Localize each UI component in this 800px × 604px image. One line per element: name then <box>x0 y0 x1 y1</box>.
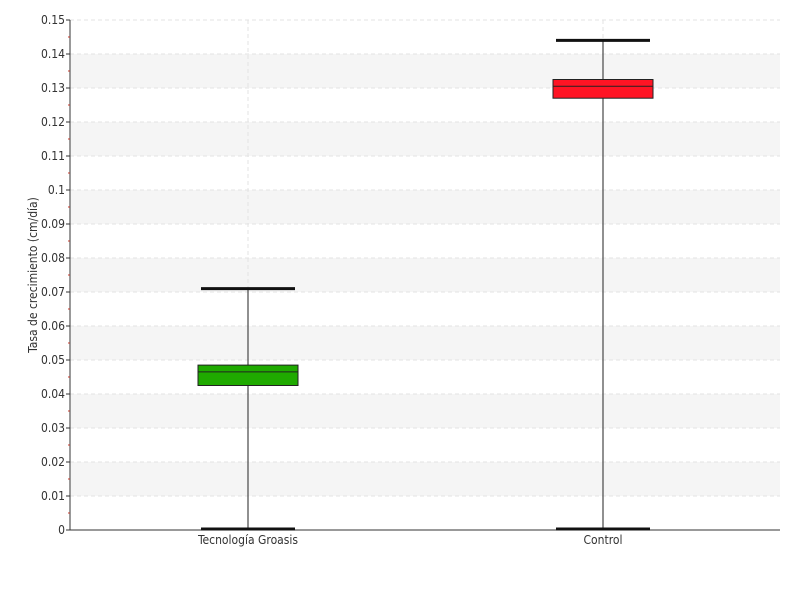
box-group <box>197 287 299 531</box>
y-axis-title: Tasa de crecimiento (cm/día) <box>26 197 40 354</box>
box-iqr <box>552 79 654 99</box>
x-category-label: Tecnología Groasis <box>197 533 298 547</box>
y-tick-label: 0.08 <box>41 251 65 265</box>
y-tick-label: 0.09 <box>41 217 65 231</box>
background-band <box>71 326 780 360</box>
y-ticks: 0 0.01 0.02 0.03 0.04 0.05 0.06 0.07 0.08 0.09 0.1… <box>41 13 70 537</box>
background-band <box>71 258 780 292</box>
y-tick-label: 0.07 <box>41 285 65 299</box>
y-tick-label: 0.1 <box>48 183 65 197</box>
background-bands <box>71 54 780 496</box>
background-band <box>71 394 780 428</box>
background-band <box>71 122 780 156</box>
boxes <box>197 38 654 531</box>
y-tick-label: 0.15 <box>41 13 65 27</box>
y-tick-label: 0.11 <box>41 149 65 163</box>
box-group <box>552 38 654 531</box>
gridlines <box>70 19 780 530</box>
y-tick-label: 0 <box>58 523 65 537</box>
y-tick-label: 0.01 <box>41 489 65 503</box>
background-band <box>71 54 780 88</box>
y-tick-label: 0.13 <box>41 81 65 95</box>
background-band <box>71 190 780 224</box>
y-tick-label: 0.04 <box>41 387 65 401</box>
y-tick-label: 0.02 <box>41 455 65 469</box>
x-category-label: Control <box>584 533 623 547</box>
box-iqr <box>197 364 299 387</box>
background-band <box>71 462 780 496</box>
y-tick-label: 0.05 <box>41 353 65 367</box>
y-tick-label: 0.12 <box>41 115 65 129</box>
y-tick-label: 0.06 <box>41 319 65 333</box>
y-tick-label: 0.14 <box>41 47 65 61</box>
x-tick-labels: Tecnología Groasis Control <box>197 533 623 547</box>
y-tick-label: 0.03 <box>41 421 65 435</box>
